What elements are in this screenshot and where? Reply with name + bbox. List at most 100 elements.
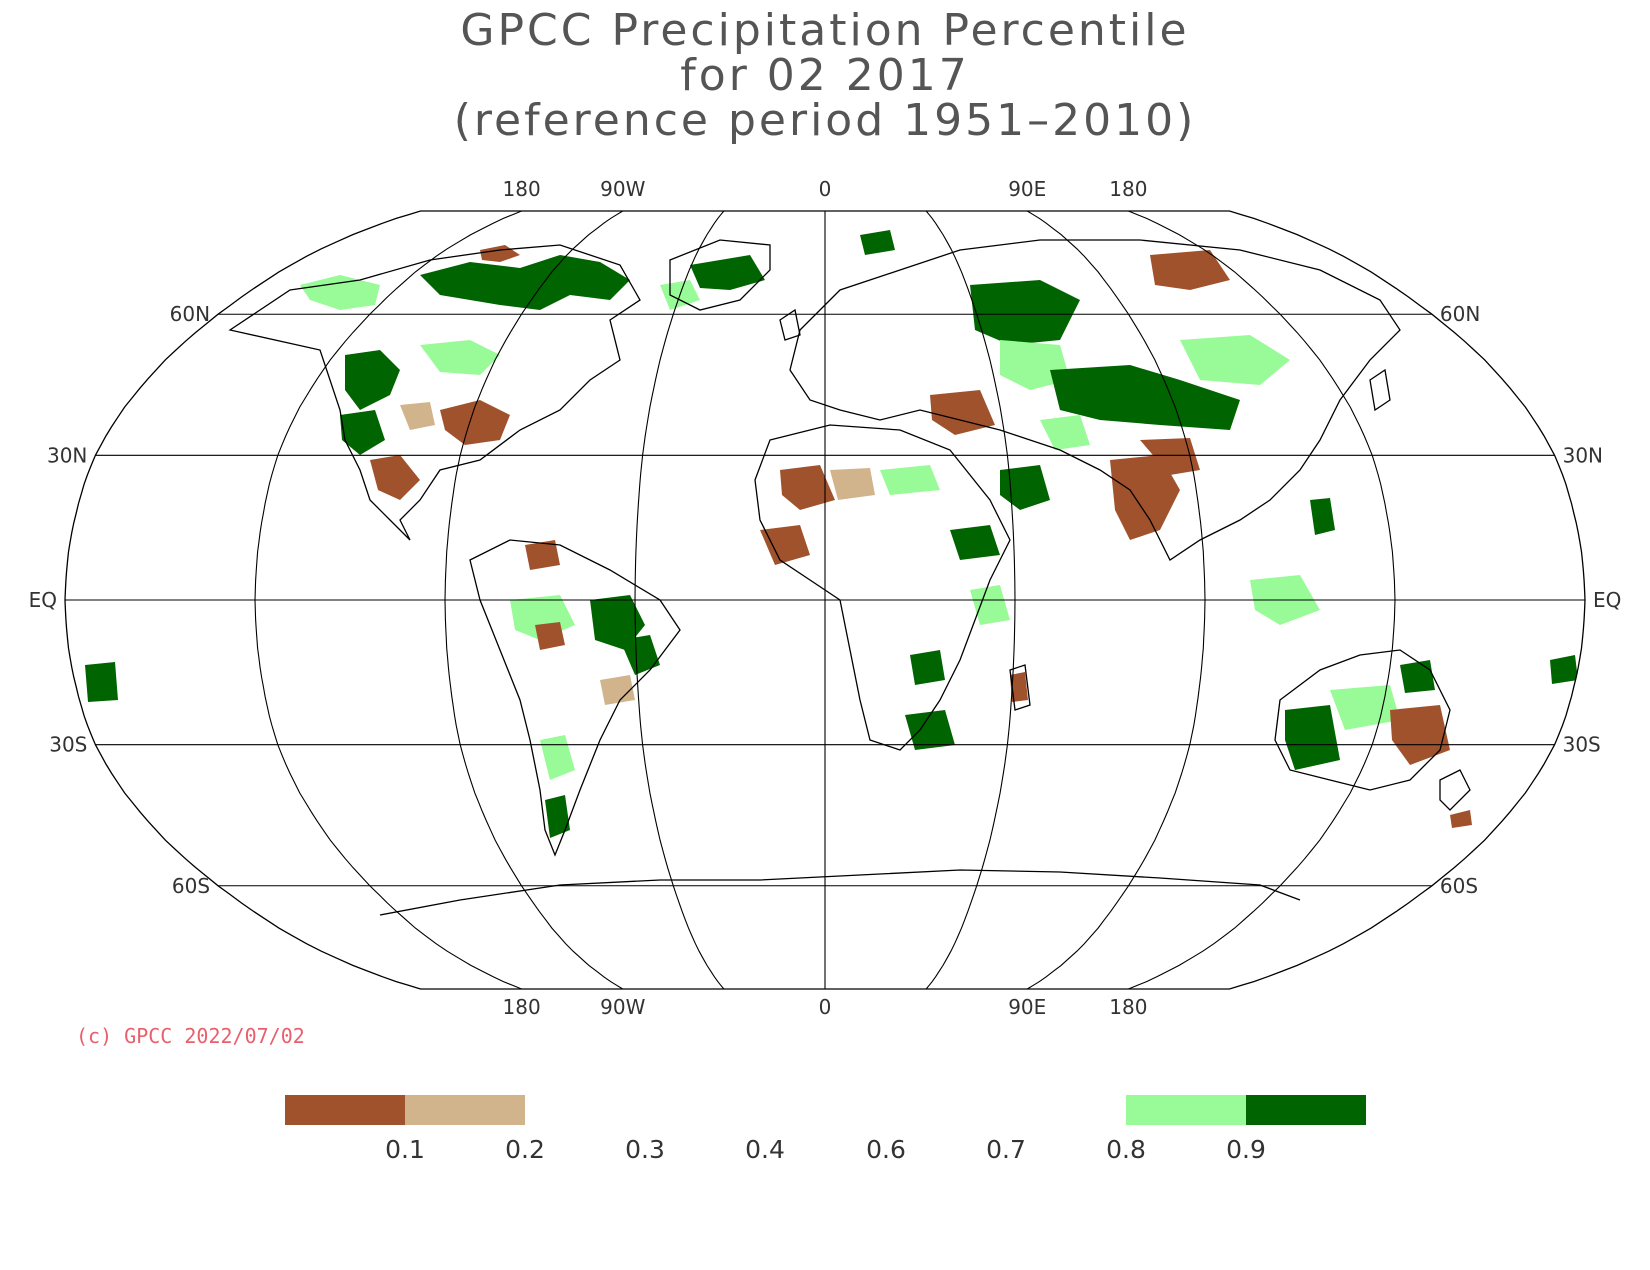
- patch-southafrica-green: [905, 710, 955, 750]
- lat-label-right: 30S: [1563, 733, 1601, 757]
- patch-canada-lightgreen: [300, 275, 380, 310]
- patch-pacific-green: [1550, 655, 1578, 684]
- lat-label-left: 60S: [172, 874, 210, 898]
- legend-label: 0.2: [505, 1135, 545, 1164]
- patch-westaus-lightgreen: [1330, 685, 1400, 730]
- legend-label: 0.7: [986, 1135, 1026, 1164]
- patch-northaus-green: [1400, 660, 1435, 693]
- patch-tibet-brown: [1140, 438, 1200, 475]
- percentile-patches: [85, 230, 1578, 838]
- title-line-2: for 02 2017: [680, 50, 970, 101]
- patch-westafrica-brown: [760, 525, 810, 565]
- globe-outline: [64, 210, 1586, 990]
- longitude-labels-top: 180 90W 0 90E 180: [503, 177, 1148, 201]
- lat-label-left: EQ: [29, 588, 57, 612]
- patch-canada-green: [420, 255, 630, 310]
- patch-seasia-green: [1310, 498, 1335, 535]
- patch-hawaii-green: [85, 662, 118, 702]
- legend-label: 0.4: [745, 1135, 785, 1164]
- patch-sahara-lightgreen: [880, 465, 940, 495]
- patch-east-us-brown: [440, 400, 510, 445]
- lon-label-bottom: 90W: [600, 995, 645, 1019]
- lon-label-top: 0: [819, 177, 832, 201]
- lat-label-right: EQ: [1593, 588, 1621, 612]
- patch-brazil-brown: [535, 622, 565, 650]
- coast-africa: [754, 424, 1011, 751]
- patch-east-us-tan: [400, 402, 435, 430]
- patch-mexico-brown: [370, 455, 420, 500]
- map-title: GPCC Precipitation Percentile for 02 201…: [0, 8, 1650, 143]
- lon-label-bottom: 180: [503, 995, 541, 1019]
- copyright-note: (c) GPCC 2022/07/02: [76, 1024, 305, 1048]
- lon-label-top: 90W: [600, 177, 645, 201]
- patch-westcanada-green: [345, 350, 400, 410]
- patch-colombia-brown: [525, 540, 560, 570]
- latitude-labels-right: 60N 30N EQ 30S 60S: [1440, 302, 1621, 898]
- coast-europe-asia: [789, 239, 1401, 561]
- legend-label: 0.3: [625, 1135, 665, 1164]
- patch-amazon-green: [590, 595, 645, 650]
- lat-label-left: 30N: [47, 443, 87, 467]
- patch-midus-lightgreen: [420, 340, 500, 375]
- lat-label-left: 30S: [49, 733, 87, 757]
- latitude-labels-left: 60N 30N EQ 30S 60S: [29, 302, 210, 898]
- patch-sahara-tan: [830, 468, 875, 500]
- coast-japan: [1369, 368, 1391, 412]
- patch-greenland-green: [690, 255, 765, 290]
- lon-label-bottom: 180: [1109, 995, 1147, 1019]
- patch-arctic-brown: [480, 245, 520, 262]
- title-line-3: (reference period 1951–2010): [453, 95, 1197, 146]
- legend-swatch-0-8-0-9: [1126, 1095, 1246, 1125]
- patch-madagascar-brown: [1010, 672, 1028, 702]
- patch-eastafrica-lightgreen: [970, 585, 1010, 625]
- lat-label-right: 60S: [1440, 874, 1478, 898]
- color-legend: 0.1 0.2 0.3 0.4 0.6 0.7 0.8 0.9: [0, 1095, 1650, 1175]
- coast-greenland: [669, 239, 771, 311]
- patch-nz-brown: [1450, 810, 1472, 828]
- coast-north-america: [228, 244, 641, 541]
- coast-uk: [779, 308, 801, 341]
- lon-label-top: 90E: [1008, 177, 1046, 201]
- patch-china-lightgreen: [1180, 335, 1290, 385]
- patch-arabia-green: [1000, 465, 1050, 510]
- patch-india-brown: [1110, 455, 1180, 540]
- legend-label: 0.9: [1226, 1135, 1266, 1164]
- lon-label-top: 180: [503, 177, 541, 201]
- legend-label: 0.6: [866, 1135, 906, 1164]
- patch-sahel-green: [950, 525, 1000, 560]
- lon-label-top: 180: [1109, 177, 1147, 201]
- coast-south-america: [469, 539, 681, 857]
- patch-patagonia-green: [545, 795, 570, 838]
- patch-turkey-brown: [930, 390, 995, 435]
- lon-label-bottom: 90E: [1008, 995, 1046, 1019]
- patch-central-asia-green: [1050, 365, 1240, 430]
- patch-argentina-lightgreen: [540, 735, 575, 780]
- lat-label-left: 60N: [170, 302, 210, 326]
- longitude-labels-bottom: 180 90W 0 90E 180: [503, 995, 1148, 1019]
- patch-eastaus-brown: [1390, 705, 1450, 765]
- lon-label-bottom: 0: [819, 995, 832, 1019]
- title-line-1: GPCC Precipitation Percentile: [460, 5, 1190, 56]
- legend-swatch-below-0-1: [285, 1095, 405, 1125]
- patch-scandinavia-green: [860, 230, 895, 255]
- lat-label-right: 60N: [1440, 302, 1480, 326]
- coast-madagascar: [1009, 664, 1031, 711]
- legend-label: 0.1: [385, 1135, 425, 1164]
- coast-new-zealand: [1439, 769, 1471, 811]
- patch-sahara-brown: [780, 465, 835, 510]
- coastlines: [228, 239, 1471, 916]
- coast-australia: [1274, 649, 1451, 791]
- patch-brazil-tan: [600, 675, 635, 705]
- patch-siberia-brown: [1150, 250, 1230, 290]
- patch-brazil-green-east: [620, 635, 660, 675]
- coast-antarctica: [379, 869, 1301, 916]
- patch-west-us-green: [340, 410, 385, 455]
- legend-swatch-0-1-0-2: [405, 1095, 525, 1125]
- patch-iran-lightgreen: [1040, 415, 1090, 450]
- patch-congo-green: [910, 650, 945, 685]
- legend-swatch-above-0-9: [1246, 1095, 1366, 1125]
- graticule: [65, 210, 1585, 990]
- lat-label-right: 30N: [1563, 443, 1603, 467]
- legend-label: 0.8: [1106, 1135, 1146, 1164]
